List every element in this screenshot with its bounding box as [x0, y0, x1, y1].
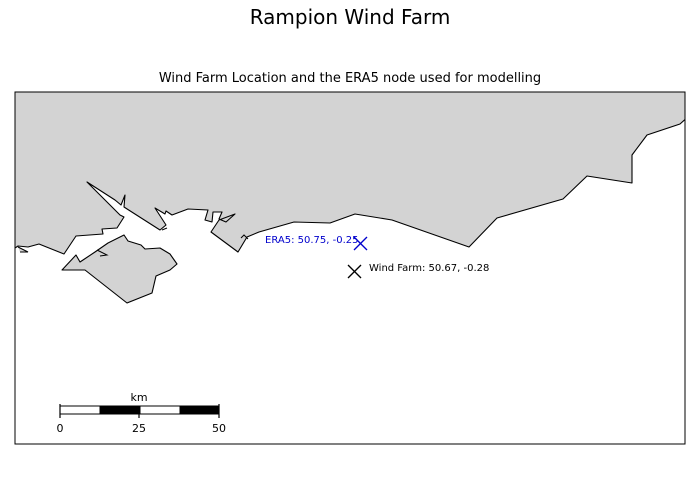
coast-fragment [161, 227, 168, 231]
scale-bar: km 0 25 50 [57, 391, 227, 435]
wind-farm-marker [347, 264, 362, 279]
mainland-land [15, 92, 685, 255]
scale-tick-50: 50 [212, 422, 226, 435]
era5-label: ERA5: 50.75, -0.25 [265, 235, 358, 246]
map-subtitle: Wind Farm Location and the ERA5 node use… [158, 71, 542, 86]
scale-unit-label: km [130, 391, 147, 404]
coast-fragment [240, 234, 249, 240]
scale-tick-25: 25 [132, 422, 146, 435]
coast-fragment [96, 249, 109, 257]
map-frame [14, 91, 686, 445]
map-title: Rampion Wind Farm [249, 5, 451, 29]
wind-farm-label: Wind Farm: 50.67, -0.28 [369, 263, 489, 274]
scale-tick-0: 0 [57, 422, 64, 435]
coast-fragment [17, 246, 29, 253]
era5-marker [353, 236, 368, 251]
isle-of-wight [61, 234, 178, 304]
